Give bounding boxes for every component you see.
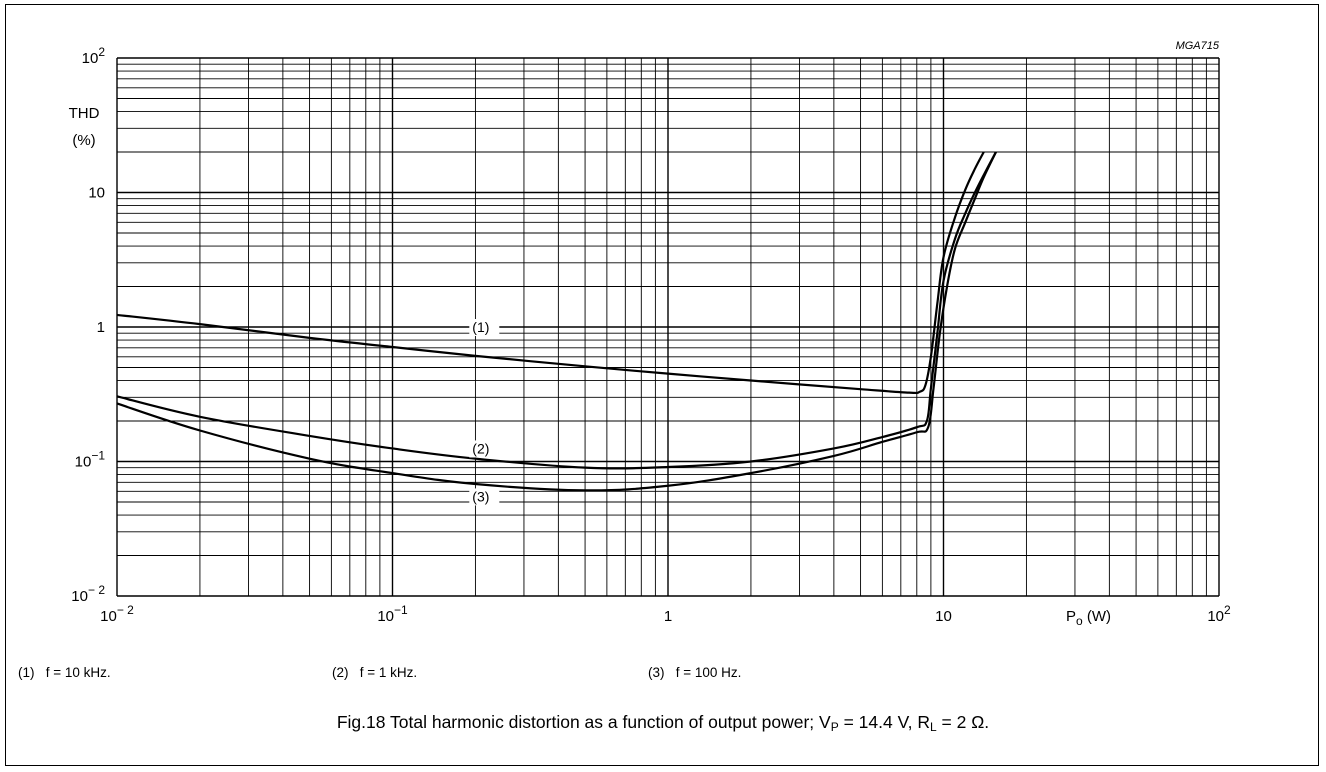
curves	[116, 151, 997, 492]
thd-chart: (1)(2)(3) 10− 2 10−1 1 10 102 10210110−110− …	[69, 40, 1231, 628]
x-tick-label-4: 10	[935, 608, 952, 625]
curve-label-bg-2	[469, 440, 500, 458]
caption-rl-value: = 2 Ω.	[936, 712, 990, 732]
legend-tag-1: (1)	[18, 665, 35, 680]
curve-labels: (1) (2) (3)	[469, 319, 500, 506]
curve-2	[116, 151, 997, 470]
y-axis-label-line1: THD	[69, 105, 100, 122]
curve-label-3: (3)	[472, 488, 489, 504]
caption-rl-sub: L	[930, 720, 937, 734]
y-tick-label-3: 1	[97, 319, 105, 336]
legend-item-3: (3) f = 100 Hz.	[648, 665, 741, 680]
curve-label-2: (2)	[472, 440, 489, 456]
x-tick-label-5: 102	[1207, 603, 1231, 625]
caption-vp-value: = 14.4 V, R	[838, 712, 930, 732]
y-tick-label-1: 102	[82, 45, 106, 67]
major-grid	[116, 57, 1220, 597]
caption-prefix: Fig.18 Total harmonic distortion as a fu…	[336, 712, 831, 732]
x-axis-label-sub: o	[1076, 614, 1083, 628]
curve-label-bg-3	[469, 488, 500, 506]
x-axis-label-main: P	[1066, 608, 1076, 625]
y-axis-label-line2: (%)	[72, 132, 95, 149]
x-tick-label-3: 1	[664, 608, 672, 625]
legend-text-1: f = 10 kHz.	[45, 665, 111, 680]
legend-text-3: f = 100 Hz.	[675, 665, 742, 680]
x-tick-label-1: 10− 2	[100, 603, 134, 625]
x-tick-labels: 10− 2 10−1 1 10 102	[100, 603, 1231, 625]
legend-item-1: (1) f = 10 kHz.	[18, 665, 111, 680]
legend-tag-2: (2)	[332, 665, 349, 680]
legend-item-2: (2) f = 1 kHz.	[332, 665, 417, 680]
figure-code: MGA715	[1176, 40, 1220, 52]
legend-tag-3: (3)	[648, 665, 665, 680]
x-axis-label: Po (W)	[1066, 608, 1111, 628]
curve-label-1: (1)	[472, 319, 489, 335]
y-tick-label-2: 10	[88, 185, 105, 202]
figure-caption: Fig.18 Total harmonic distortion as a fu…	[0, 712, 1326, 734]
curve-label-bg-1	[469, 319, 500, 336]
figure-frame	[5, 4, 1319, 766]
y-tick-labels: 102 10 1 10−1 10− 2	[71, 45, 105, 605]
x-tick-label-2: 10−1	[377, 603, 408, 625]
x-axis-label-unit: (W)	[1083, 608, 1111, 625]
legend-text-2: f = 1 kHz.	[359, 665, 418, 680]
y-tick-label-5: 10− 2	[71, 583, 105, 605]
curve-3	[116, 151, 997, 492]
curve-1	[116, 151, 985, 395]
y-tick-label-4: 10−1	[75, 449, 106, 471]
caption-vp-sub: P	[830, 720, 839, 734]
